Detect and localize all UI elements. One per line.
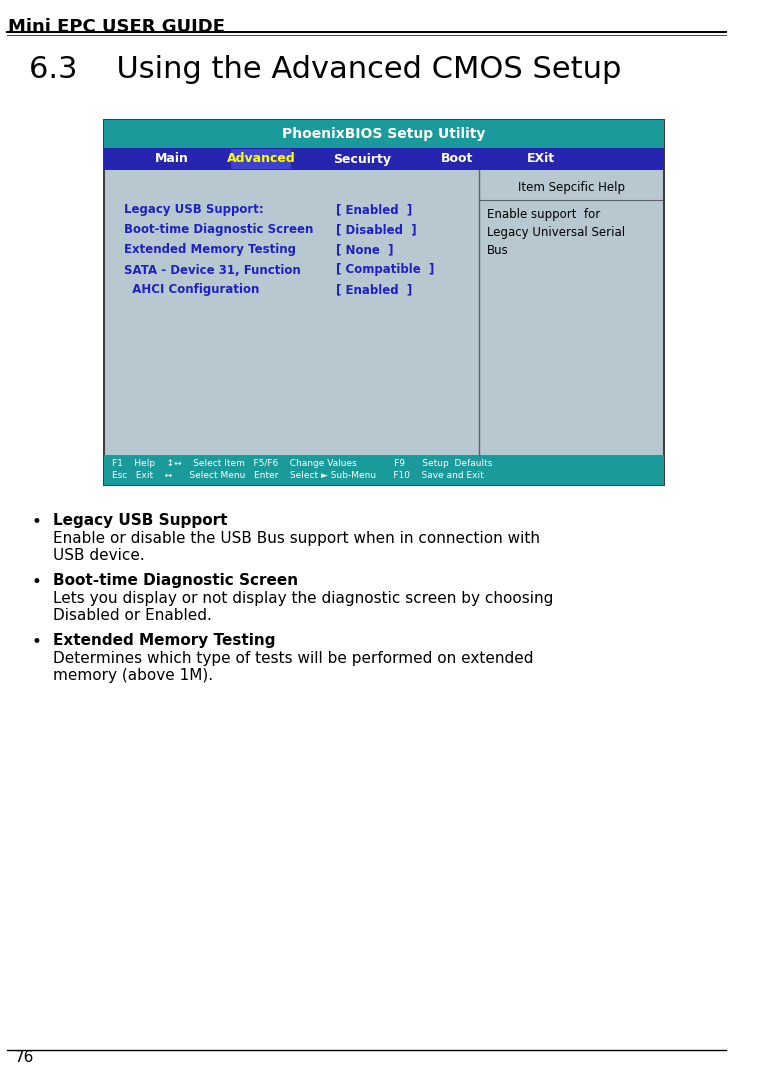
Text: Enable support  for
Legacy Universal Serial
Bus: Enable support for Legacy Universal Seri… [487,208,625,257]
Text: Legacy USB Support: Legacy USB Support [53,513,227,528]
Text: Extended Memory Testing: Extended Memory Testing [124,243,296,256]
Text: Mini EPC USER GUIDE: Mini EPC USER GUIDE [8,18,225,36]
FancyBboxPatch shape [104,455,664,485]
Text: [ None  ]: [ None ] [336,243,394,256]
Text: Advanced: Advanced [226,152,296,165]
Text: Boot-time Diagnostic Screen: Boot-time Diagnostic Screen [53,573,298,588]
Text: [ Compatible  ]: [ Compatible ] [336,264,434,276]
Text: Main: Main [154,152,188,165]
Text: Enable or disable the USB Bus support when in connection with: Enable or disable the USB Bus support wh… [53,531,540,546]
Text: Determines which type of tests will be performed on extended: Determines which type of tests will be p… [53,651,534,666]
FancyBboxPatch shape [104,148,664,170]
Text: Disabled or Enabled.: Disabled or Enabled. [53,608,212,623]
Text: 6.3    Using the Advanced CMOS Setup: 6.3 Using the Advanced CMOS Setup [29,55,622,84]
Text: PhoenixBIOS Setup Utility: PhoenixBIOS Setup Utility [283,127,486,141]
Text: [ Disabled  ]: [ Disabled ] [336,224,416,237]
Text: Boot: Boot [441,152,473,165]
Text: USB device.: USB device. [53,548,145,563]
Text: Esc   Exit    ↔      Select Menu   Enter    Select ► Sub-Menu      F10    Save a: Esc Exit ↔ Select Menu Enter Select ► Su… [112,472,483,481]
Text: Lets you display or not display the diagnostic screen by choosing: Lets you display or not display the diag… [53,591,553,606]
FancyBboxPatch shape [104,120,664,485]
Text: •: • [32,633,42,651]
Text: Boot-time Diagnostic Screen: Boot-time Diagnostic Screen [124,224,313,237]
Text: Extended Memory Testing: Extended Memory Testing [53,633,276,648]
Text: 76: 76 [14,1051,34,1066]
FancyBboxPatch shape [104,120,664,148]
Text: •: • [32,513,42,531]
Text: AHCI Configuration: AHCI Configuration [124,283,259,297]
Text: EXit: EXit [527,152,555,165]
Text: Item Sepcific Help: Item Sepcific Help [518,181,625,194]
Text: •: • [32,573,42,591]
Text: memory (above 1M).: memory (above 1M). [53,669,214,683]
Text: F1    Help    ↕↔    Select Item   F5/F6    Change Values             F9      Set: F1 Help ↕↔ Select Item F5/F6 Change Valu… [112,459,492,469]
FancyBboxPatch shape [231,149,291,168]
Text: Secuirty: Secuirty [333,152,391,165]
Text: [ Enabled  ]: [ Enabled ] [336,203,412,216]
Text: [ Enabled  ]: [ Enabled ] [336,283,412,297]
Text: Legacy USB Support:: Legacy USB Support: [124,203,263,216]
Text: SATA - Device 31, Function: SATA - Device 31, Function [124,264,300,276]
